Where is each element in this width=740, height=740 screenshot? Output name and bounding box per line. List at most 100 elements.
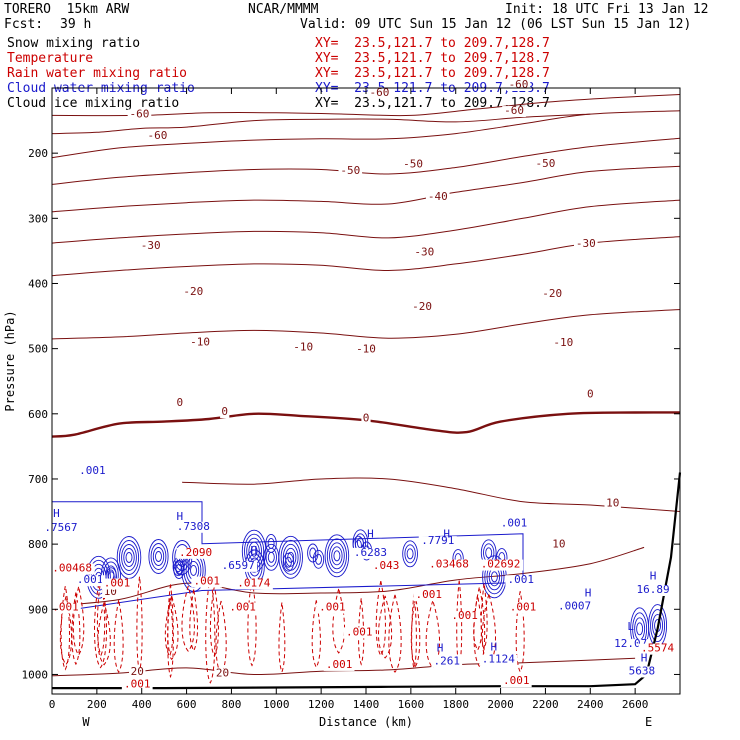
isotherm-label-bg bbox=[367, 87, 392, 99]
isotherm-label: -30 bbox=[141, 239, 161, 252]
rain-label: .001 bbox=[503, 674, 530, 687]
isotherm-label-bg bbox=[506, 80, 531, 91]
isotherm-label: -10 bbox=[553, 336, 573, 349]
rain-label: .2090 bbox=[179, 546, 212, 559]
legend-snow-xy: XY= 23.5,121.7 to 209.7,128.7 bbox=[315, 36, 550, 51]
rain-label: .001 bbox=[451, 609, 478, 622]
cloud-water-label: .261 bbox=[433, 655, 460, 668]
x-tick-label: 800 bbox=[221, 698, 241, 711]
rain-label-bg bbox=[500, 676, 532, 688]
rain-label: .001 bbox=[124, 677, 151, 690]
isotherm--60-1 bbox=[51, 113, 591, 135]
isotherm-label-bg bbox=[425, 192, 450, 204]
cloud-water-cell bbox=[116, 536, 142, 579]
legend-rain-xy: XY= 23.5,121.7 to 209.7,128.7 bbox=[315, 66, 550, 81]
rain-label: .043 bbox=[373, 559, 400, 572]
rain-label-bg bbox=[638, 643, 677, 655]
isotherm-10-10 bbox=[51, 546, 645, 607]
isotherm-label: 0 bbox=[363, 412, 370, 425]
legend-cloud-ice-name: Cloud ice mixing ratio bbox=[7, 96, 180, 111]
legend-snow-name: Snow mixing ratio bbox=[7, 36, 141, 51]
cloud-water-label-bg bbox=[505, 575, 537, 587]
cloud-water-cell bbox=[278, 535, 303, 579]
rain-label-bg bbox=[316, 602, 348, 614]
cloud-water-cell bbox=[267, 551, 275, 563]
rain-label-bg bbox=[234, 578, 273, 590]
isotherm-label: -60 bbox=[509, 78, 529, 91]
y-tick-label: 400 bbox=[28, 277, 48, 290]
isotherm--50-3 bbox=[51, 137, 681, 185]
isotherm-label-bg bbox=[188, 337, 212, 349]
rain-label: .001 bbox=[326, 658, 353, 671]
model-title: TORERO 15km ARW bbox=[4, 2, 130, 17]
cloud-water-cell bbox=[282, 543, 299, 571]
isotherm-label-bg bbox=[361, 413, 371, 425]
x-tick-label: 2200 bbox=[532, 698, 559, 711]
cloud-water-cell bbox=[263, 543, 280, 571]
isotherm-label: -50 bbox=[340, 164, 360, 177]
isotherm-label-bg bbox=[410, 302, 434, 314]
cloud-water-label-bg bbox=[626, 666, 658, 678]
cloud-water-label-bg bbox=[498, 518, 530, 530]
cloud-water-cell bbox=[402, 540, 418, 568]
west-end-label: W bbox=[82, 715, 90, 729]
rain-label-bg bbox=[507, 602, 539, 614]
y-tick-label: 600 bbox=[28, 408, 48, 421]
x-tick-label: 400 bbox=[132, 698, 152, 711]
temperature-contours bbox=[51, 94, 681, 677]
isotherm-label: 0 bbox=[177, 396, 184, 409]
rain-contour bbox=[189, 589, 199, 652]
isotherm-label: 0 bbox=[221, 405, 228, 418]
rain-label: .001 bbox=[104, 576, 131, 589]
cloud-water-cell bbox=[329, 542, 345, 570]
isotherm-label-bg bbox=[412, 247, 437, 259]
x-tick-label: 2600 bbox=[622, 698, 649, 711]
rain-contour bbox=[72, 586, 85, 656]
rain-contour bbox=[388, 594, 402, 673]
cloud-water-label-bg bbox=[76, 465, 108, 477]
y-axis-label: Pressure (hPa) bbox=[3, 310, 17, 411]
rain-label: .5574 bbox=[641, 642, 674, 655]
rain-contour bbox=[59, 596, 72, 666]
rain-contour bbox=[97, 602, 111, 666]
rain-contour bbox=[181, 585, 195, 652]
isotherm-label-bg bbox=[129, 667, 146, 679]
cloud-water-cell bbox=[404, 544, 416, 564]
forecast-label: Fcst: bbox=[4, 17, 44, 32]
y-tick-label: 200 bbox=[28, 147, 48, 160]
cloud-water-label: 5638 bbox=[629, 664, 656, 677]
isotherm-label: -60 bbox=[370, 86, 390, 99]
cloud-water-cell bbox=[331, 546, 343, 566]
x-tick-label: 1600 bbox=[398, 698, 425, 711]
rain-contour bbox=[480, 583, 488, 651]
legend-temperature-name: Temperature bbox=[7, 51, 94, 66]
cloud-water-cell bbox=[324, 534, 350, 578]
y-tick-label: 300 bbox=[28, 212, 48, 225]
x-tick-label: 0 bbox=[49, 698, 56, 711]
cloud-water-cell bbox=[636, 622, 644, 636]
cloud-water-cell bbox=[265, 533, 277, 553]
rain-contour bbox=[60, 586, 70, 671]
rain-contour bbox=[278, 602, 286, 674]
rain-contour bbox=[113, 600, 124, 674]
isotherm-label-bg bbox=[551, 338, 576, 350]
cloud-water-cell bbox=[152, 547, 165, 566]
x-axis-label: Distance (km) bbox=[319, 715, 413, 729]
rain-label-bg bbox=[370, 560, 402, 572]
rain-label: .02692 bbox=[481, 558, 521, 571]
rain-label: .0174 bbox=[237, 576, 270, 589]
rain-label-bg bbox=[323, 659, 355, 671]
rain-contours bbox=[59, 576, 525, 684]
y-tick-label: 900 bbox=[28, 603, 48, 616]
isotherm-label: -10 bbox=[293, 341, 313, 354]
x-tick-label: 2000 bbox=[487, 698, 514, 711]
isotherm--60-2 bbox=[51, 94, 681, 117]
rain-contour bbox=[94, 577, 107, 669]
cloud-water-label: .7308 bbox=[177, 520, 210, 533]
x-tick-label: 1200 bbox=[308, 698, 335, 711]
isotherm-label: -20 bbox=[412, 300, 432, 313]
cloud-water-label: .1124 bbox=[482, 653, 515, 666]
cloud-water-cell bbox=[652, 614, 664, 638]
cloud-water-cell bbox=[650, 609, 666, 643]
